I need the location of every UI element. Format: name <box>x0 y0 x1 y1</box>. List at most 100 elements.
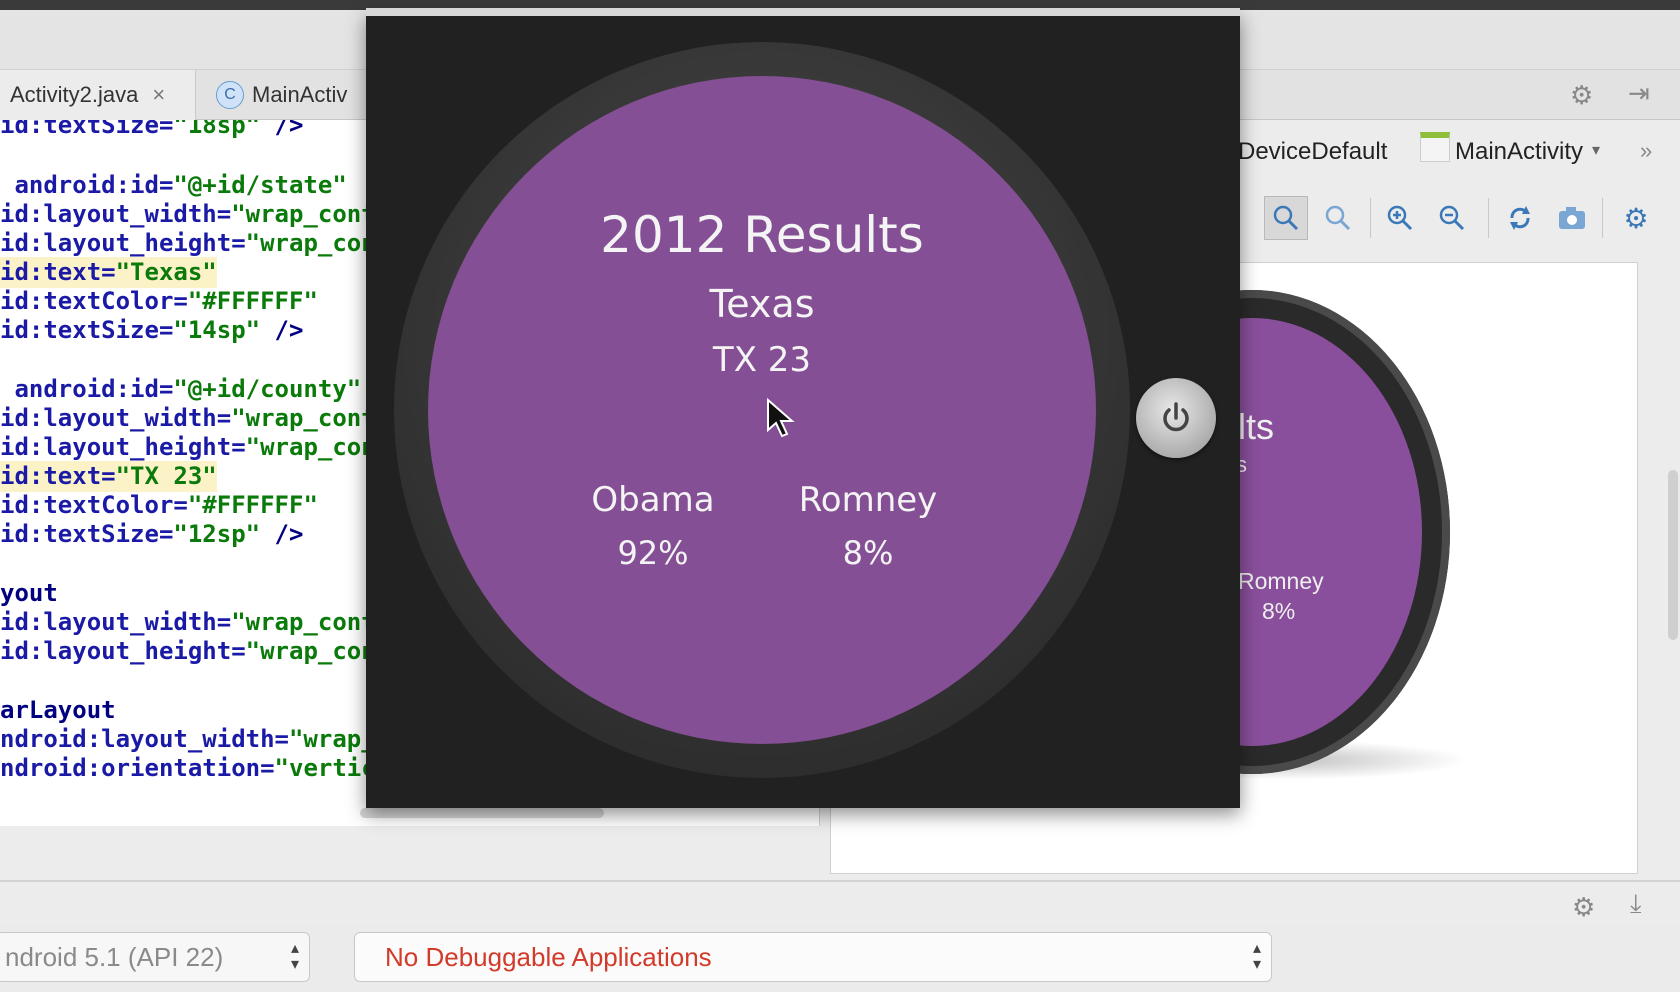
code-value: "wrap_con <box>245 433 376 461</box>
download-icon[interactable]: ⤓ <box>1630 888 1642 918</box>
zoom-out-button[interactable] <box>1430 196 1474 240</box>
panel-divider <box>0 880 1680 882</box>
activity-icon <box>1420 132 1450 162</box>
power-button[interactable] <box>1136 378 1216 458</box>
code-value: "wrap_con <box>245 637 376 665</box>
zoom-in-icon <box>1387 205 1413 231</box>
zoom-in-button[interactable] <box>1378 196 1422 240</box>
zoom-fit-icon <box>1273 205 1299 231</box>
code-value: "12sp" <box>173 520 261 548</box>
gear-icon: ⚙ <box>1623 202 1649 234</box>
code-attribute: id:layout_height= <box>0 229 246 257</box>
code-tag: arLayout <box>0 696 116 724</box>
zoom-to-fit-button[interactable] <box>1264 196 1308 240</box>
code-attribute: android:id= <box>0 375 174 403</box>
mouse-cursor-icon <box>767 398 795 438</box>
code-attribute: id:layout_width= <box>0 608 232 636</box>
screenshot-button[interactable] <box>1550 196 1594 240</box>
code-attribute: id:layout_width= <box>0 404 232 432</box>
code-attribute: id:textColor= <box>0 491 188 519</box>
code-tail: /> <box>260 120 304 139</box>
close-icon[interactable]: × <box>152 82 166 107</box>
code-value: "#FFFFFF" <box>187 491 318 519</box>
code-line: id:text="Texas" <box>0 257 217 288</box>
code-line: id:layout_width="wrap_cont <box>0 403 376 434</box>
gear-icon[interactable]: ⚙ <box>1572 892 1596 922</box>
code-attribute: id:textSize= <box>0 520 174 548</box>
tab-activity2-java[interactable]: Activity2.java × <box>0 70 196 120</box>
code-line: id:layout_width="wrap_cont <box>0 199 376 230</box>
obama-percent: 92% <box>617 534 689 572</box>
code-value: "@+id/county" <box>173 375 362 403</box>
code-line: arLayout <box>0 695 116 726</box>
preview-settings-button[interactable]: ⚙ <box>1614 196 1658 240</box>
code-value: "@+id/state" <box>173 171 347 199</box>
code-line: id:textSize="18sp" /> <box>0 120 303 141</box>
code-line: ndroid:orientation="vertical" <box>0 753 419 784</box>
preview-watch-subtitle: s <box>1236 452 1247 477</box>
gear-icon[interactable]: ⚙ <box>1570 80 1594 110</box>
code-attribute: id:textSize= <box>0 120 174 139</box>
class-icon: C <box>216 81 244 109</box>
code-value: "TX 23" <box>115 462 217 490</box>
more-icon[interactable]: » <box>1640 138 1653 163</box>
activity-selector[interactable]: MainActivity <box>1455 138 1584 165</box>
code-value: "wrap_con <box>245 229 376 257</box>
toolbar-separator <box>1488 198 1489 238</box>
refresh-button[interactable] <box>1498 196 1542 240</box>
zoom-actual-icon <box>1325 205 1351 231</box>
code-attribute: id:layout_width= <box>0 200 232 228</box>
power-icon <box>1163 402 1189 432</box>
code-attribute: id:layout_height= <box>0 637 246 665</box>
code-value: "wrap_cont <box>231 200 376 228</box>
tab-label: Activity2.java <box>10 82 139 107</box>
code-tail: /> <box>260 520 304 548</box>
preview-romney-name: Romney <box>1238 568 1324 594</box>
zoom-out-icon <box>1439 205 1465 231</box>
process-select-value: No Debuggable Applications <box>385 941 712 972</box>
code-value: "18sp" <box>173 120 261 139</box>
code-line: ndroid:layout_width="wrap_ <box>0 724 376 755</box>
vertical-scrollbar[interactable] <box>1668 470 1678 640</box>
code-attribute: android:id= <box>0 171 174 199</box>
window-top-edge <box>0 0 1680 10</box>
romney-percent: 8% <box>842 534 894 572</box>
code-attribute: id:textSize= <box>0 316 174 344</box>
code-attribute: ndroid:orientation= <box>0 754 275 782</box>
watch-face[interactable] <box>428 76 1096 744</box>
code-line: id:layout_height="wrap_con <box>0 228 376 259</box>
obama-name: Obama <box>591 480 715 520</box>
tab-mainactivity[interactable]: C MainActiv <box>206 70 396 120</box>
device-select-value: ndroid 5.1 (API 22) <box>5 941 224 972</box>
zoom-actual-size-button[interactable] <box>1316 196 1360 240</box>
refresh-icon <box>1510 206 1530 230</box>
emulator-title-edge <box>366 8 1240 16</box>
code-attribute: id:textColor= <box>0 287 188 315</box>
code-attribute: ndroid:layout_width= <box>0 725 289 753</box>
up-down-chevron-icon: ▴ ▾ <box>1252 940 1261 973</box>
camera-icon <box>1559 207 1585 229</box>
theme-selector[interactable]: DeviceDefault <box>1238 138 1388 165</box>
code-value: "wrap_ <box>288 725 376 753</box>
tab-label: MainActiv <box>252 82 348 107</box>
code-line: id:textColor="#FFFFFF" <box>0 490 318 521</box>
code-line: android:id="@+id/county" <box>0 374 361 405</box>
county-label: TX 23 <box>712 340 812 380</box>
process-select[interactable]: No Debuggable Applications ▴ ▾ <box>354 932 1272 982</box>
state-label: Texas <box>709 282 815 326</box>
code-tag: yout <box>0 579 58 607</box>
horizontal-scrollbar[interactable] <box>360 808 604 818</box>
code-value: "wrap_cont <box>231 404 376 432</box>
chevron-down-icon[interactable]: ▾ <box>1592 142 1601 159</box>
toolbar-separator <box>1602 198 1603 238</box>
code-value: "wrap_cont <box>231 608 376 636</box>
code-line: id:textColor="#FFFFFF" <box>0 286 318 317</box>
code-value: "14sp" <box>173 316 261 344</box>
device-select[interactable]: ndroid 5.1 (API 22) ▴ ▾ <box>0 932 310 982</box>
code-tail: /> <box>260 316 304 344</box>
code-line: android:id="@+id/state" <box>0 170 347 201</box>
code-attribute: id:text= <box>0 462 116 490</box>
hide-panel-icon[interactable]: ⇥ <box>1628 78 1650 108</box>
code-line: id:layout_height="wrap_con <box>0 432 376 463</box>
romney-name: Romney <box>798 480 938 520</box>
